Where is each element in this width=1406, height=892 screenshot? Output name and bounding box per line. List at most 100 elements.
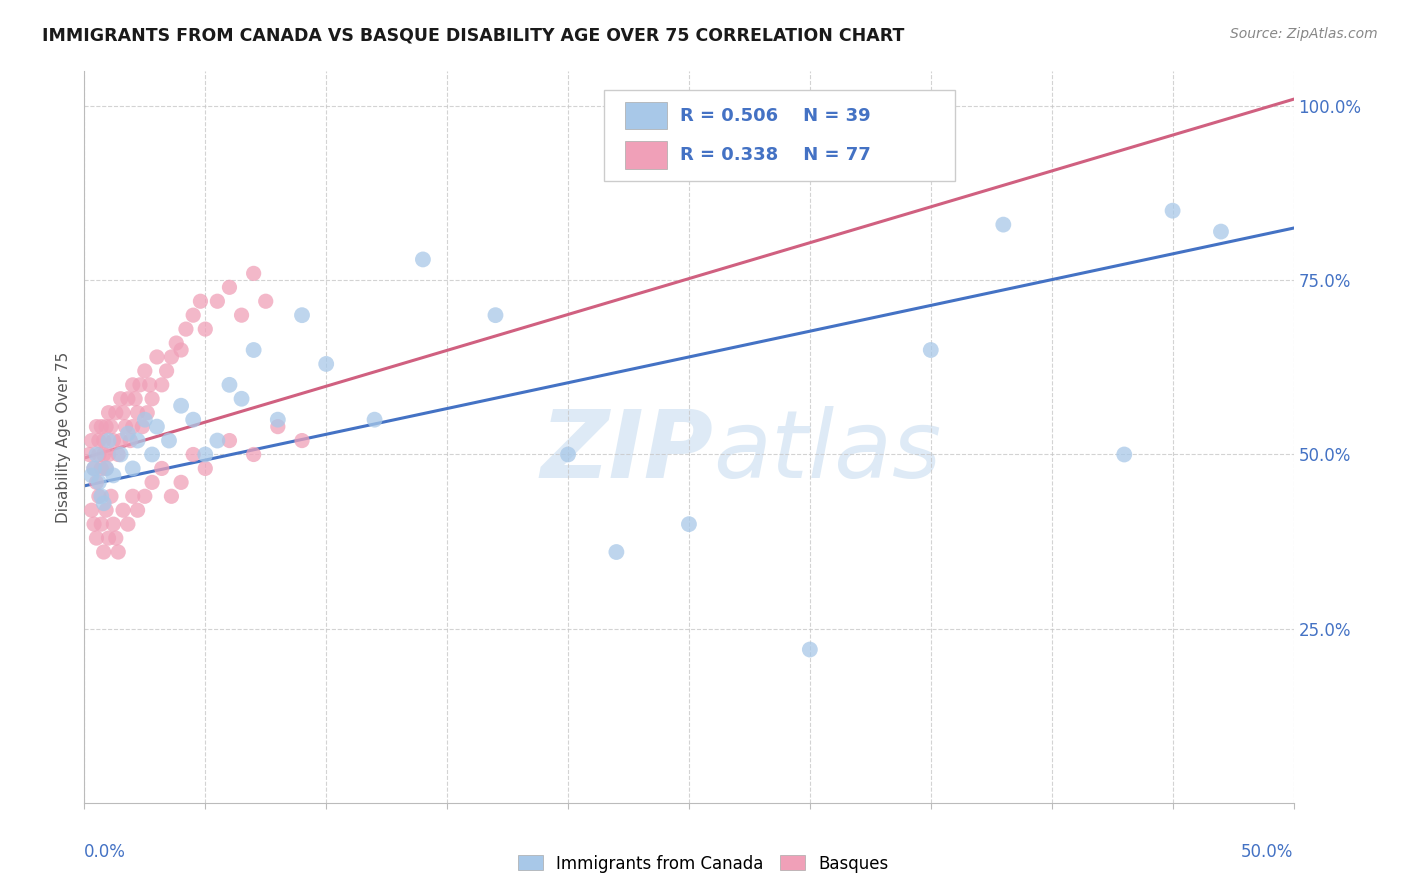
Point	[110, 448, 132, 462]
Point	[127, 434, 149, 448]
Point	[121, 419, 143, 434]
Point	[363, 412, 385, 426]
Point	[121, 489, 143, 503]
Point	[141, 448, 163, 462]
Point	[104, 406, 127, 420]
Point	[218, 377, 240, 392]
Point	[1209, 225, 1232, 239]
Point	[94, 503, 117, 517]
Point	[100, 489, 122, 503]
Point	[207, 294, 229, 309]
Point	[94, 419, 117, 434]
Point	[150, 377, 173, 392]
Point	[134, 412, 156, 426]
Y-axis label: Disability Age Over 75: Disability Age Over 75	[56, 351, 72, 523]
Point	[799, 642, 821, 657]
Point	[97, 531, 120, 545]
Point	[1114, 448, 1136, 462]
Point	[97, 406, 120, 420]
Point	[267, 412, 290, 426]
Point	[181, 448, 204, 462]
Point	[207, 434, 229, 448]
Text: 0.0%: 0.0%	[84, 843, 127, 861]
Point	[87, 489, 110, 503]
Point	[114, 419, 136, 434]
Point	[557, 448, 579, 462]
Point	[83, 461, 105, 475]
Point	[170, 343, 193, 357]
Point	[90, 461, 112, 475]
Point	[103, 468, 125, 483]
Point	[291, 308, 314, 322]
Point	[83, 517, 105, 532]
Point	[174, 322, 197, 336]
Point	[190, 294, 212, 309]
Point	[242, 448, 264, 462]
Point	[121, 377, 143, 392]
Point	[87, 448, 110, 462]
Point	[138, 377, 160, 392]
Point	[103, 434, 125, 448]
Point	[194, 322, 217, 336]
Text: atlas: atlas	[713, 406, 942, 497]
Point	[117, 517, 139, 532]
Point	[157, 434, 180, 448]
Point	[146, 419, 169, 434]
Point	[678, 517, 700, 532]
Text: R = 0.338    N = 77: R = 0.338 N = 77	[681, 145, 872, 164]
Point	[103, 517, 125, 532]
Point	[86, 448, 108, 462]
Point	[80, 503, 103, 517]
Point	[97, 434, 120, 448]
Point	[104, 531, 127, 545]
Point	[134, 364, 156, 378]
Point	[242, 266, 264, 280]
Point	[127, 503, 149, 517]
Point	[254, 294, 277, 309]
Point	[112, 406, 135, 420]
Point	[110, 392, 132, 406]
Point	[155, 364, 177, 378]
Point	[93, 434, 115, 448]
Point	[165, 336, 187, 351]
Point	[86, 531, 108, 545]
Point	[93, 545, 115, 559]
Point	[120, 434, 142, 448]
Point	[141, 475, 163, 490]
Point	[90, 517, 112, 532]
Point	[87, 434, 110, 448]
Point	[94, 461, 117, 475]
Point	[97, 448, 120, 462]
Point	[93, 448, 115, 462]
Point	[218, 280, 240, 294]
Point	[920, 343, 942, 357]
Point	[86, 419, 108, 434]
Point	[90, 419, 112, 434]
Point	[80, 468, 103, 483]
Point	[121, 461, 143, 475]
Point	[160, 489, 183, 503]
FancyBboxPatch shape	[624, 102, 668, 129]
Point	[112, 503, 135, 517]
Legend: Immigrants from Canada, Basques: Immigrants from Canada, Basques	[510, 848, 896, 880]
Point	[160, 350, 183, 364]
Point	[181, 308, 204, 322]
Point	[1161, 203, 1184, 218]
Point	[194, 461, 217, 475]
Point	[231, 308, 253, 322]
Point	[993, 218, 1015, 232]
Point	[107, 545, 129, 559]
Text: ZIP: ZIP	[540, 406, 713, 498]
Text: IMMIGRANTS FROM CANADA VS BASQUE DISABILITY AGE OVER 75 CORRELATION CHART: IMMIGRANTS FROM CANADA VS BASQUE DISABIL…	[42, 27, 904, 45]
Point	[181, 412, 204, 426]
Text: R = 0.506    N = 39: R = 0.506 N = 39	[681, 107, 872, 125]
Point	[90, 489, 112, 503]
Point	[100, 419, 122, 434]
Point	[127, 406, 149, 420]
FancyBboxPatch shape	[605, 90, 955, 181]
Text: Source: ZipAtlas.com: Source: ZipAtlas.com	[1230, 27, 1378, 41]
Point	[412, 252, 434, 267]
Point	[315, 357, 337, 371]
Point	[124, 392, 146, 406]
Point	[134, 489, 156, 503]
